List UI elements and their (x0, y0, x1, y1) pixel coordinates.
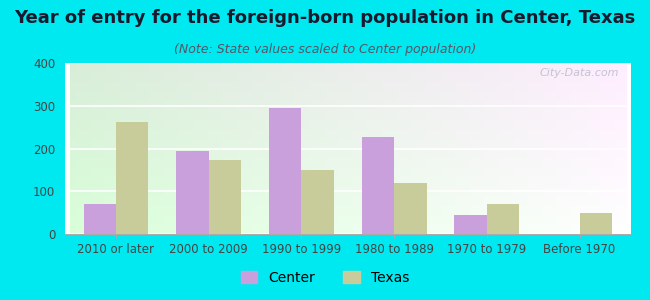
Bar (209, 160, 241, 234)
Bar (116, 122, 148, 234)
Text: Year of entry for the foreign-born population in Center, Texas: Year of entry for the foreign-born popul… (14, 9, 636, 27)
Text: City-Data.com: City-Data.com (540, 68, 619, 78)
Bar (302, 170, 334, 234)
Bar (84, 204, 116, 234)
Bar (454, 215, 487, 234)
Bar (176, 152, 209, 234)
Bar (487, 204, 519, 234)
Bar (361, 136, 394, 234)
Bar (269, 108, 302, 234)
Legend: Center, Texas: Center, Texas (235, 265, 415, 290)
Bar (580, 214, 612, 234)
Bar (394, 183, 426, 234)
Text: (Note: State values scaled to Center population): (Note: State values scaled to Center pop… (174, 44, 476, 56)
